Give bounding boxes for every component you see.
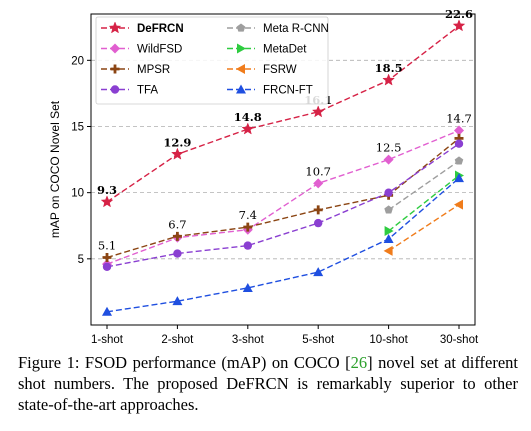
series-line-defrcn (106, 25, 460, 203)
axes: 5 10 15 20 1-shot 2-shot 3-shot 5-shot 10-shot 30… (48, 13, 479, 345)
data-point-meta-r-cnn (454, 156, 464, 165)
legend-entry-meta-r-cnn: Meta R-CNN (227, 23, 329, 35)
legend-marker-frcn-ft (236, 84, 246, 94)
legend-marker-fsrw (236, 64, 245, 74)
data-point-mpsr (102, 253, 112, 263)
data-point-frcn-ft (172, 296, 183, 306)
data-point-tfa (314, 218, 323, 228)
x-tick-label: 30-shot (440, 334, 479, 345)
data-point-frcn-ft (242, 282, 253, 292)
legend-box (95, 16, 329, 105)
x-tick-label: 5-shot (302, 334, 335, 345)
series-line-wildfsd (106, 129, 460, 265)
y-tick-label: 10 (71, 188, 84, 200)
series-line-mpsr (106, 137, 460, 259)
data-label-mpsr: 7.4 (239, 208, 257, 222)
x-tick-label: 2-shot (161, 334, 194, 345)
legend-entry-tfa: TFA (101, 85, 158, 97)
series-line-tfa (106, 143, 460, 268)
legend-entry-frcn-ft: FRCN-FT (227, 84, 313, 97)
legend-marker-metadet (237, 43, 246, 54)
data-label-defrcn: 14.8 (234, 110, 262, 124)
line-chart: 5 10 15 20 1-shot 2-shot 3-shot 5-shot 10-shot 30… (48, 7, 479, 345)
legend-label: MetaDet (263, 44, 307, 56)
data-point-wildfsd (383, 154, 394, 165)
data-label-defrcn: 12.9 (163, 135, 191, 149)
legend-marker-tfa (110, 85, 120, 94)
y-tick-label: 20 (71, 55, 84, 67)
data-label-wildfsd: 12.5 (376, 141, 402, 155)
data-label-wildfsd: 10.7 (305, 164, 331, 178)
legend-label: WildFSD (137, 44, 182, 56)
data-point-defrcn (241, 122, 255, 135)
legend-marker-defrcn (108, 21, 122, 34)
legend-entry-defrcn: DeFRCN (101, 21, 184, 35)
data-label-defrcn: 22.6 (445, 7, 473, 21)
data-point-fsrw (454, 199, 463, 210)
data-point-frcn-ft (454, 173, 464, 183)
data-label-defrcn: 18.5 (375, 61, 403, 75)
data-point-defrcn (100, 195, 114, 208)
legend-label: MPSR (137, 64, 170, 76)
x-tick-label: 3-shot (232, 334, 265, 345)
legend-label: DeFRCN (137, 23, 184, 35)
legend-entry-mpsr: MPSR (101, 64, 170, 76)
data-point-fsrw (383, 245, 393, 256)
data-point-mpsr (313, 205, 323, 215)
data-label-mpsr: 6.7 (168, 217, 186, 231)
data-label-wildfsd: 14.7 (446, 111, 472, 125)
y-axis-title: mAP on COCO Novel Set (48, 100, 62, 238)
data-point-tfa (384, 188, 393, 197)
caption-suffix: ] novel set at different shot numbers. T… (18, 353, 519, 414)
data-point-wildfsd (313, 178, 324, 189)
legend-label: FSRW (263, 64, 297, 76)
series-line-frcn-ft (106, 177, 460, 313)
legend-entry-wildfsd: WildFSD (101, 43, 182, 56)
legend-marker-mpsr (110, 64, 120, 74)
data-point-meta-r-cnn (384, 205, 393, 214)
data-point-tfa (102, 262, 112, 271)
legend-marker-meta-r-cnn (236, 23, 246, 32)
caption-prefix: Figure 1: FSOD performance (mAP) on COCO… (18, 353, 351, 372)
legend-label: Meta R-CNN (263, 23, 329, 35)
legend-label: FRCN-FT (263, 85, 313, 97)
data-label-defrcn: 9.3 (97, 183, 117, 197)
figure-caption: Figure 1: FSOD performance (mAP) on COCO… (18, 352, 518, 415)
y-tick-label: 5 (78, 254, 84, 266)
data-point-frcn-ft (102, 306, 112, 316)
x-tick-label: 1-shot (91, 334, 124, 345)
plot-frame (90, 13, 476, 326)
legend-entry-fsrw: FSRW (227, 64, 297, 76)
data-point-defrcn (452, 19, 466, 32)
legend-label: TFA (137, 85, 158, 97)
y-tick-label: 15 (71, 121, 84, 133)
data-point-frcn-ft (313, 267, 324, 277)
data-point-defrcn (311, 105, 325, 118)
data-point-mpsr (243, 222, 253, 232)
series-line-metadet (388, 174, 460, 232)
series-lines (100, 19, 466, 316)
legend-entry-metadet: MetaDet (227, 43, 307, 56)
x-tick-label: 10-shot (369, 334, 408, 345)
caption-citation-link[interactable]: 26 (350, 353, 368, 372)
data-point-defrcn (382, 73, 395, 86)
data-point-tfa (454, 139, 464, 148)
data-label-mpsr: 5.1 (98, 239, 116, 253)
data-point-tfa (173, 249, 182, 258)
data-point-tfa (243, 241, 252, 250)
legend: DeFRCN WildFSD MPSR TFA Meta R-CNN MetaDet FSR… (95, 16, 329, 105)
data-point-metadet (384, 226, 394, 237)
series-line-fsrw (388, 204, 460, 252)
data-point-defrcn (171, 147, 184, 160)
series-line-meta-r-cnn (388, 160, 460, 211)
legend-marker-wildfsd (110, 43, 120, 54)
data-labels: 9.312.914.816.118.522.610.712.514.75.16.… (97, 7, 473, 253)
data-point-mpsr (172, 231, 182, 241)
data-point-wildfsd (454, 125, 464, 136)
data-point-frcn-ft (383, 233, 394, 243)
